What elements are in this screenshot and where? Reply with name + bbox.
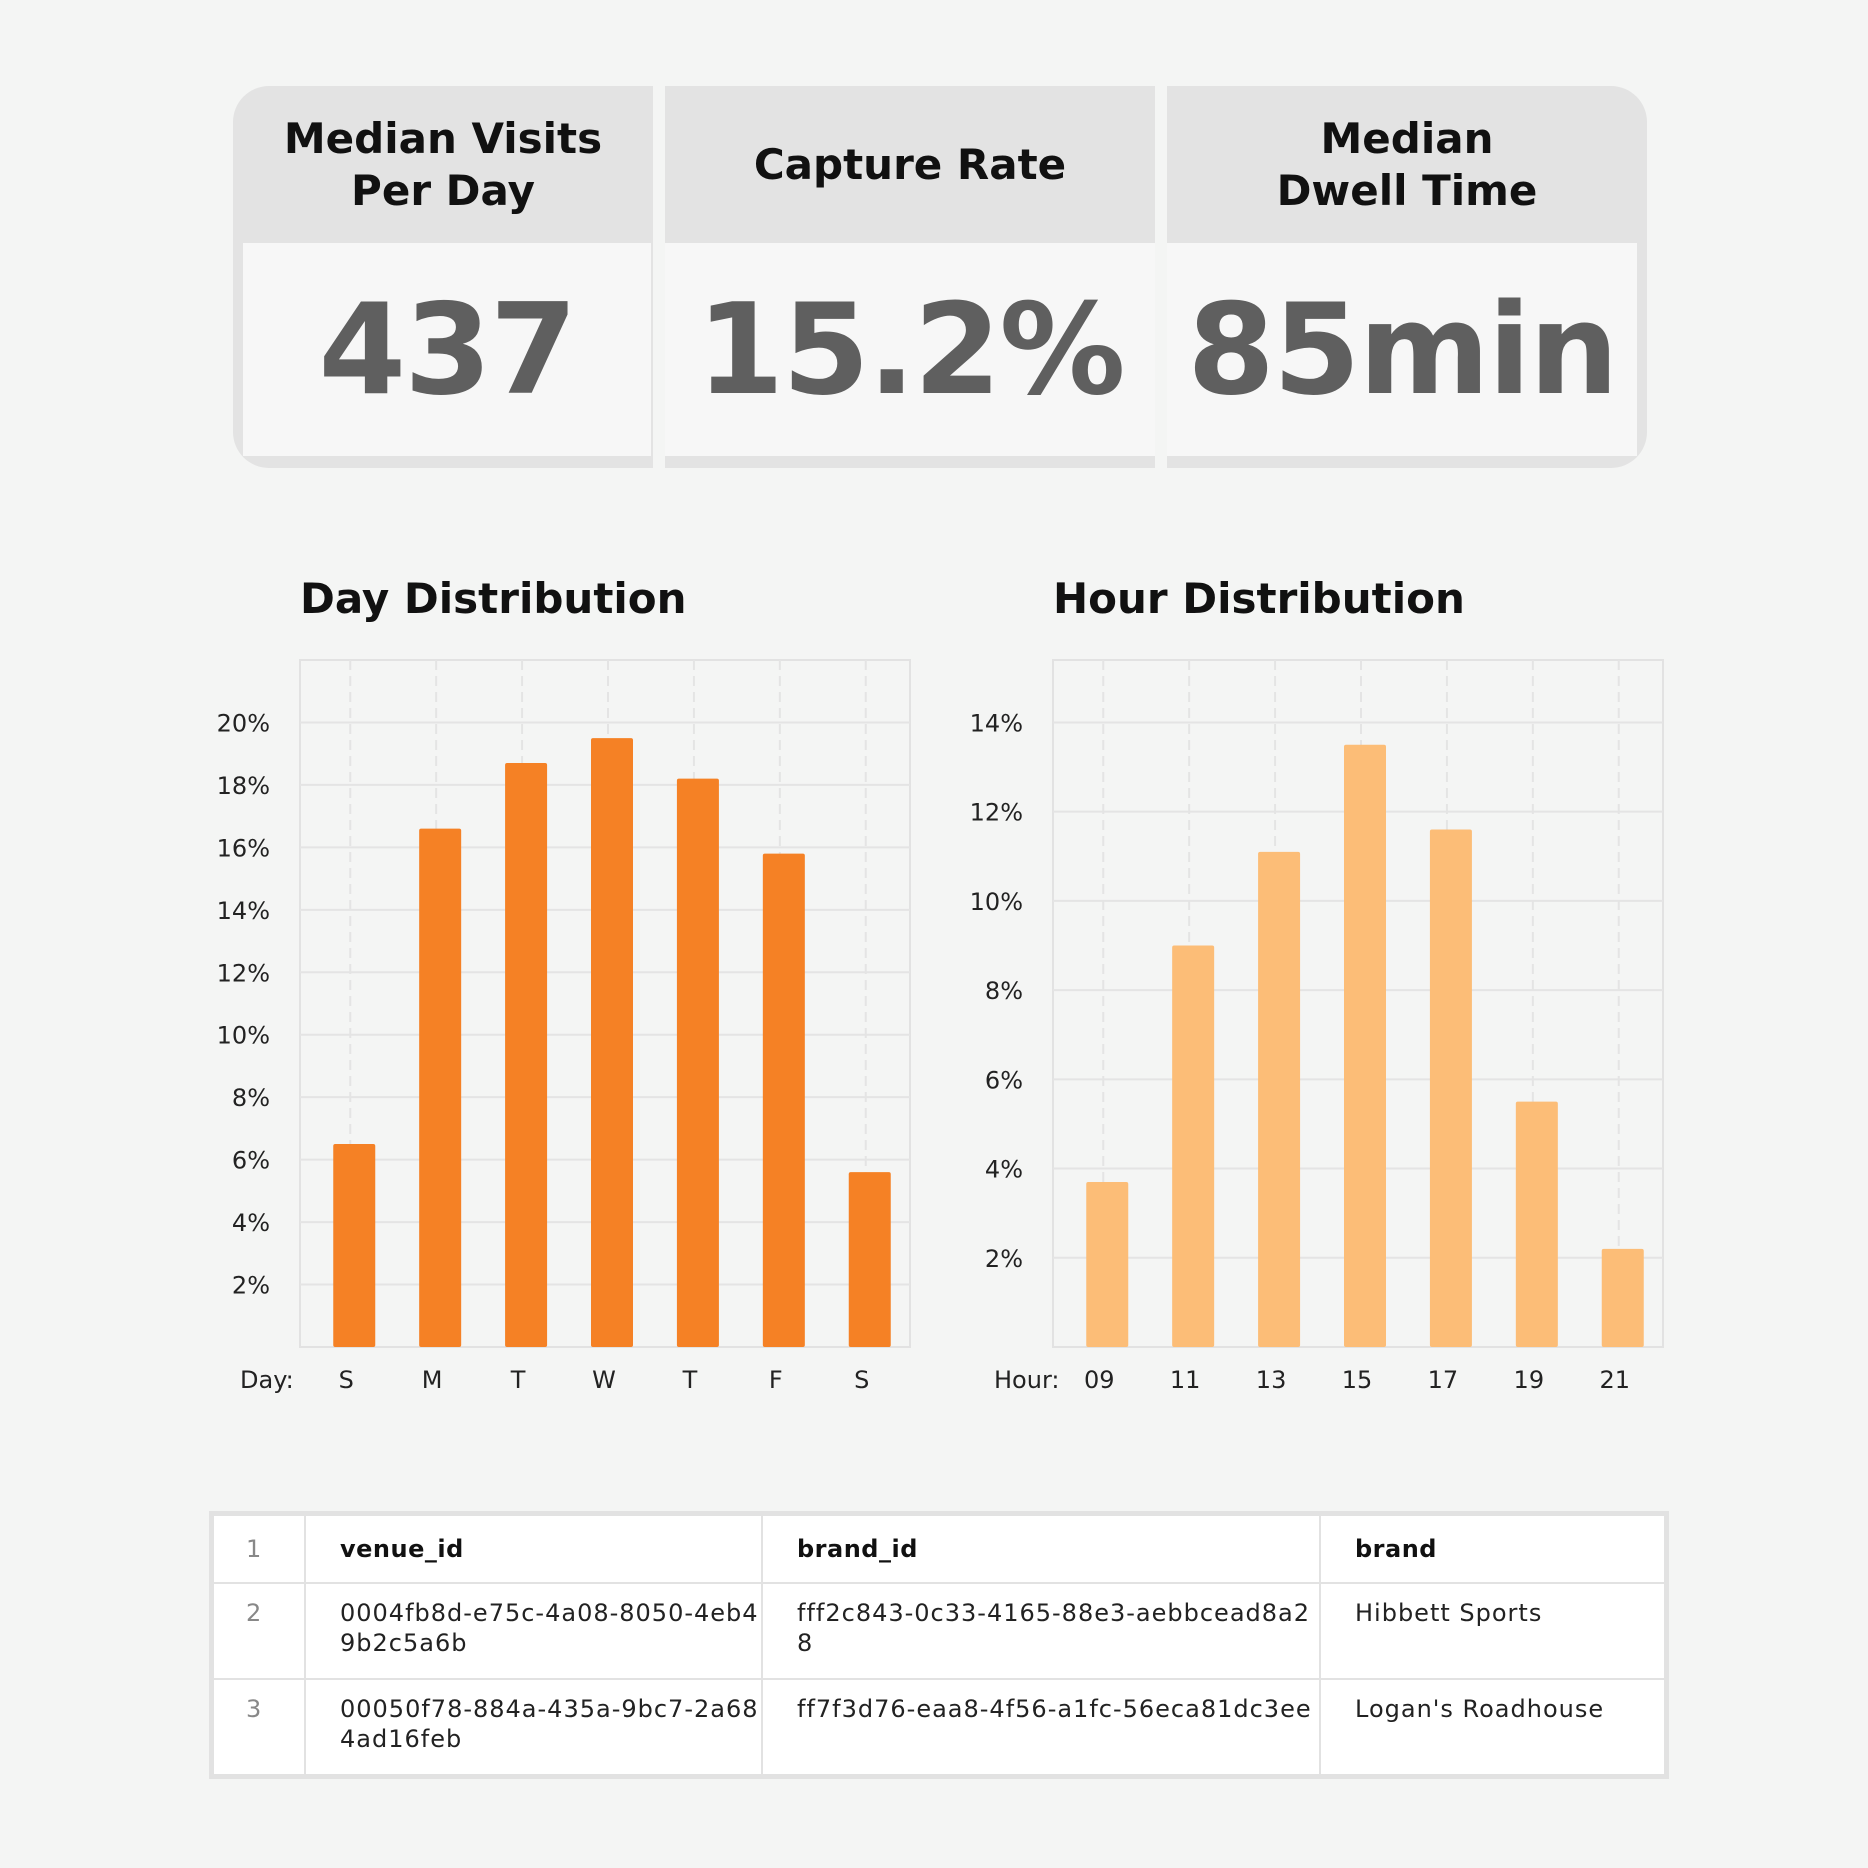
- x-tick-label: T: [682, 1366, 698, 1394]
- x-tick-label: S: [854, 1366, 869, 1394]
- table-row[interactable]: 2 0004fb8d-e75c-4a08-8050-4eb49b2c5a6b f…: [212, 1582, 1666, 1680]
- y-tick-label: 6%: [985, 1066, 1023, 1094]
- column-header-brand[interactable]: brand: [1319, 1514, 1666, 1584]
- row-number: 1: [212, 1514, 306, 1584]
- venue-table: 1 venue_id brand_id brand 2 0004fb8d-e75…: [209, 1511, 1669, 1779]
- bar: [1086, 1181, 1129, 1347]
- y-tick-label: 2%: [985, 1245, 1023, 1273]
- x-tick-label: 19: [1514, 1366, 1545, 1394]
- kpi-value: 15.2%: [696, 276, 1125, 423]
- cell-brand-id[interactable]: fff2c843-0c33-4165-88e3-aebbcead8a28: [761, 1582, 1321, 1680]
- y-tick-label: 4%: [985, 1156, 1023, 1184]
- day-chart-title: Day Distribution: [300, 574, 687, 623]
- bar: [1172, 945, 1215, 1347]
- y-tick-label: 4%: [232, 1209, 270, 1237]
- hour-chart-title: Hour Distribution: [1053, 574, 1465, 623]
- table-header-row: 1 venue_id brand_id brand: [212, 1514, 1666, 1584]
- cell-brand[interactable]: Hibbett Sports: [1319, 1582, 1666, 1680]
- x-tick-label: T: [510, 1366, 526, 1394]
- kpi-value-box: 85min: [1167, 243, 1637, 456]
- kpi-value: 437: [318, 276, 577, 423]
- kpi-value-box: 437: [243, 243, 651, 456]
- kpi-value-box: 15.2%: [665, 243, 1155, 456]
- column-header-venue-id[interactable]: venue_id: [304, 1514, 763, 1584]
- cell-venue-id[interactable]: 00050f78-884a-435a-9bc7-2a684ad16feb: [304, 1678, 763, 1776]
- bar: [419, 828, 462, 1347]
- kpi-label-line: Per Day: [351, 165, 535, 215]
- bar: [676, 778, 719, 1347]
- y-tick-label: 6%: [232, 1147, 270, 1175]
- table-row[interactable]: 3 00050f78-884a-435a-9bc7-2a684ad16feb f…: [212, 1678, 1666, 1776]
- bar: [1515, 1101, 1558, 1347]
- x-tick-label: M: [422, 1366, 443, 1394]
- x-tick-label: F: [769, 1366, 783, 1394]
- kpi-divider: [653, 86, 665, 468]
- kpi-label-line: Median Visits: [283, 113, 603, 163]
- bar: [848, 1172, 891, 1347]
- x-axis-prefix: Day:: [240, 1366, 294, 1394]
- row-number: 2: [212, 1582, 306, 1680]
- column-header-brand-id[interactable]: brand_id: [761, 1514, 1321, 1584]
- kpi-label-line: Dwell Time: [1276, 165, 1538, 215]
- x-tick-label: 13: [1256, 1366, 1287, 1394]
- kpi-divider: [1155, 86, 1167, 468]
- cell-brand[interactable]: Logan's Roadhouse: [1319, 1678, 1666, 1776]
- kpi-label: Median Visits Per Day: [233, 86, 653, 243]
- x-tick-label: 17: [1428, 1366, 1459, 1394]
- bar: [762, 853, 805, 1347]
- kpi-label-line: Capture Rate: [753, 139, 1067, 189]
- x-tick-label: 15: [1342, 1366, 1373, 1394]
- kpi-dwell-time: Median Dwell Time 85min: [1167, 86, 1647, 468]
- x-tick-label: S: [339, 1366, 354, 1394]
- bar: [333, 1144, 376, 1347]
- row-number: 3: [212, 1678, 306, 1776]
- bar: [1344, 744, 1386, 1347]
- kpi-label: Capture Rate: [665, 86, 1155, 243]
- bar: [1258, 851, 1301, 1347]
- y-tick-label: 14%: [970, 709, 1023, 737]
- bar: [505, 763, 548, 1347]
- y-tick-label: 8%: [985, 977, 1023, 1005]
- kpi-capture-rate: Capture Rate 15.2%: [665, 86, 1155, 468]
- x-axis-prefix: Hour:: [994, 1366, 1059, 1394]
- y-tick-label: 2%: [232, 1272, 270, 1300]
- kpi-panel: Median Visits Per Day 437 Capture Rate 15…: [233, 86, 1647, 468]
- y-tick-label: 12%: [970, 799, 1023, 827]
- y-tick-label: 16%: [217, 834, 270, 862]
- cell-venue-id[interactable]: 0004fb8d-e75c-4a08-8050-4eb49b2c5a6b: [304, 1582, 763, 1680]
- y-tick-label: 10%: [970, 888, 1023, 916]
- bar: [1429, 829, 1472, 1347]
- y-tick-label: 14%: [217, 897, 270, 925]
- y-tick-label: 10%: [217, 1022, 270, 1050]
- x-tick-label: 21: [1599, 1366, 1630, 1394]
- kpi-label-line: Median: [1320, 113, 1494, 163]
- bar: [591, 738, 633, 1347]
- y-tick-label: 12%: [217, 959, 270, 987]
- x-tick-label: W: [592, 1366, 616, 1394]
- y-tick-label: 8%: [232, 1084, 270, 1112]
- kpi-label: Median Dwell Time: [1167, 86, 1647, 243]
- bar: [1601, 1248, 1644, 1347]
- kpi-value: 85min: [1187, 276, 1619, 423]
- x-tick-label: 09: [1084, 1366, 1115, 1394]
- y-tick-label: 18%: [217, 772, 270, 800]
- y-tick-label: 20%: [217, 709, 270, 737]
- kpi-median-visits: Median Visits Per Day 437: [233, 86, 653, 468]
- x-tick-label: 11: [1170, 1366, 1201, 1394]
- cell-brand-id[interactable]: ff7f3d76-eaa8-4f56-a1fc-56eca81dc3ee: [761, 1678, 1321, 1776]
